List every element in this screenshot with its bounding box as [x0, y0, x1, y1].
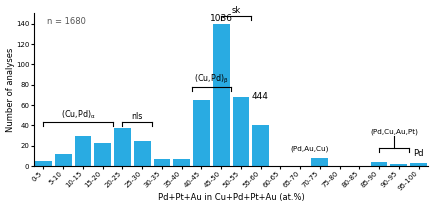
- Bar: [312, 158, 328, 166]
- Bar: [55, 154, 72, 166]
- Y-axis label: Number of analyses: Number of analyses: [6, 48, 15, 132]
- Text: (Cu,Pd)$_\mathsf{\alpha}$: (Cu,Pd)$_\mathsf{\alpha}$: [61, 109, 95, 121]
- Text: 444: 444: [252, 92, 269, 101]
- Bar: [154, 159, 170, 166]
- Bar: [371, 162, 388, 166]
- Text: (Cu,Pd)$_\mathsf{\beta}$: (Cu,Pd)$_\mathsf{\beta}$: [194, 73, 229, 86]
- Text: nls: nls: [132, 112, 143, 121]
- Text: n = 1680: n = 1680: [47, 17, 86, 26]
- Bar: [94, 143, 111, 166]
- Bar: [233, 97, 249, 166]
- Bar: [75, 136, 91, 166]
- Bar: [35, 161, 52, 166]
- Bar: [391, 164, 407, 166]
- Text: Pd: Pd: [413, 149, 424, 158]
- Bar: [213, 24, 230, 166]
- Text: (Pd,Cu,Au,Pt): (Pd,Cu,Au,Pt): [370, 128, 418, 135]
- Bar: [252, 125, 269, 166]
- X-axis label: Pd+Pt+Au in Cu+Pd+Pt+Au (at.%): Pd+Pt+Au in Cu+Pd+Pt+Au (at.%): [158, 193, 304, 202]
- Bar: [410, 163, 427, 166]
- Bar: [193, 100, 210, 166]
- Bar: [134, 141, 151, 166]
- Text: sk: sk: [231, 5, 240, 15]
- Text: (Pd,Au,Cu): (Pd,Au,Cu): [291, 145, 329, 152]
- Bar: [114, 128, 131, 166]
- Text: 1036: 1036: [210, 14, 233, 23]
- Bar: [173, 159, 190, 166]
